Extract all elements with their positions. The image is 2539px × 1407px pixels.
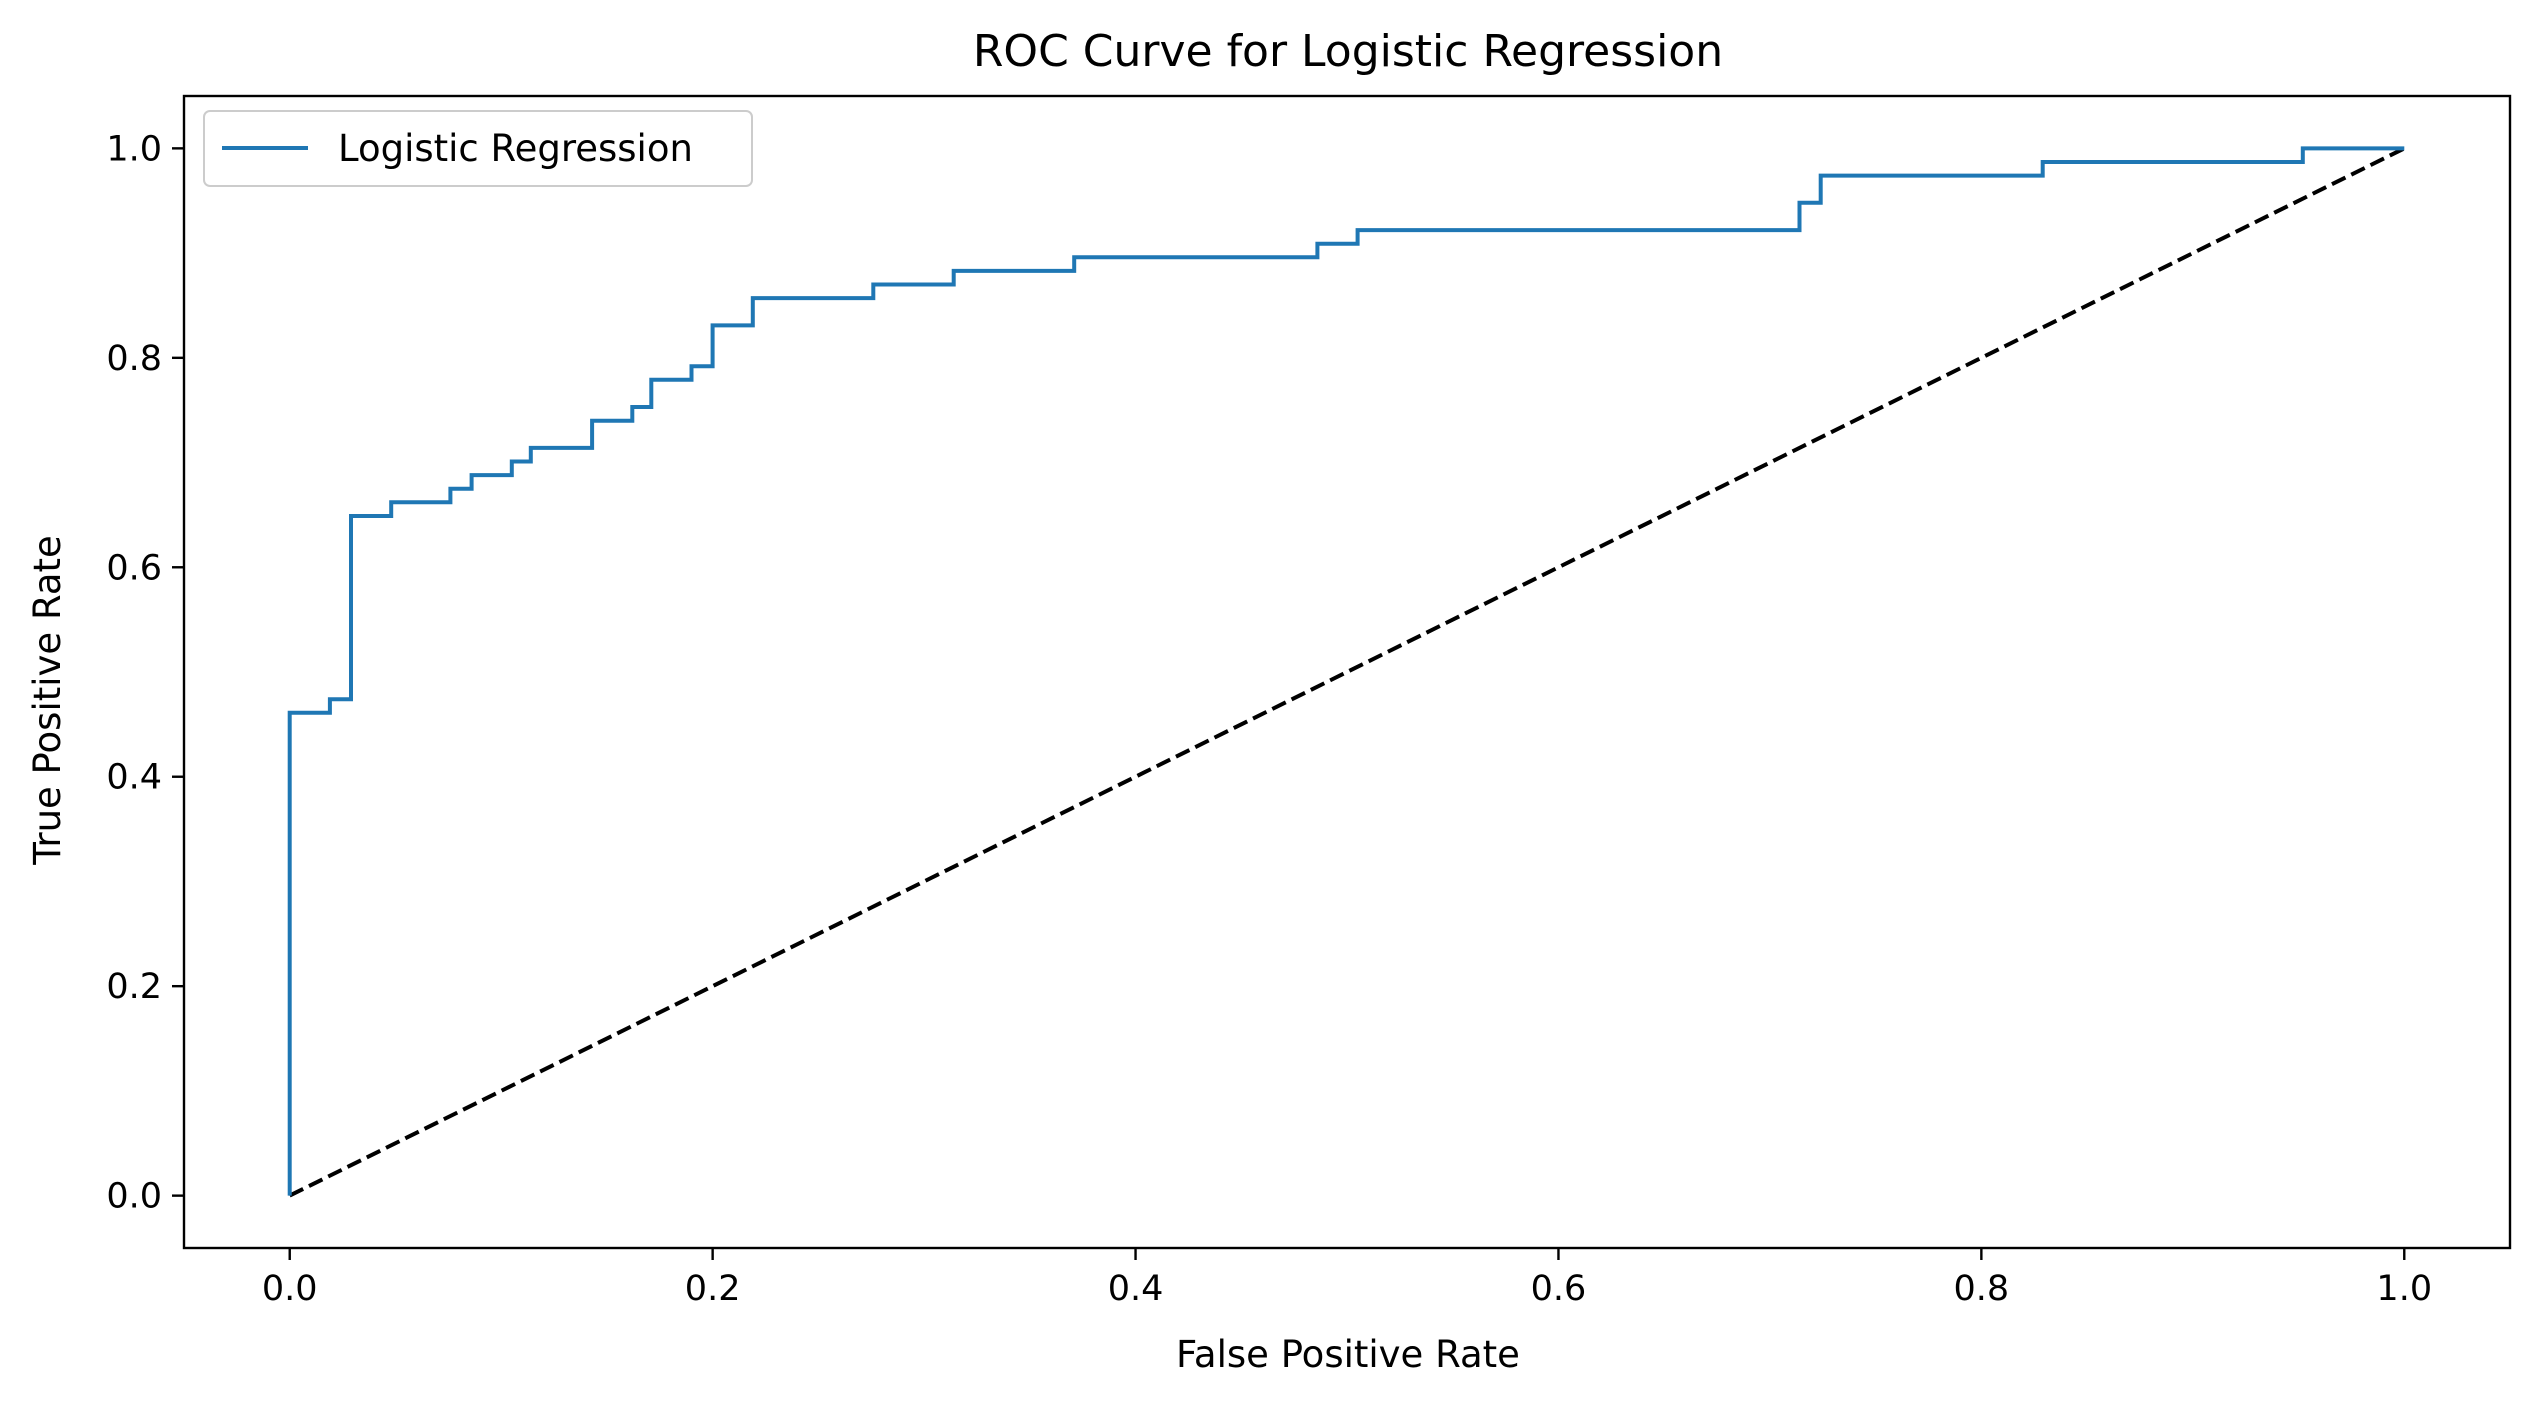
plot-area <box>182 94 2512 1250</box>
x-tick-label: 0.8 <box>1954 1269 2010 1309</box>
legend-label-logistic-regression: Logistic Regression <box>338 127 693 170</box>
chart-title: ROC Curve for Logistic Regression <box>973 26 1723 77</box>
x-tick-label: 1.0 <box>2376 1269 2432 1309</box>
x-tick-label: 0.4 <box>1108 1269 1164 1309</box>
legend: Logistic Regression <box>203 110 753 187</box>
y-tick-label: 1.0 <box>106 129 162 169</box>
x-axis: 0.0 0.2 0.4 0.6 0.8 1.0 <box>262 1248 2432 1309</box>
x-axis-label: False Positive Rate <box>1176 1333 1520 1376</box>
x-tick-label: 0.0 <box>262 1269 318 1309</box>
y-axis: 0.0 0.2 0.4 0.6 0.8 1.0 <box>106 129 184 1217</box>
legend-box <box>203 110 753 187</box>
x-tick-label: 0.6 <box>1531 1269 1587 1309</box>
chance-diagonal-line <box>288 146 2406 1198</box>
roc-curve-line <box>287 146 2405 1196</box>
x-tick-label: 0.2 <box>685 1269 741 1309</box>
y-tick-label: 0.2 <box>106 967 162 1007</box>
plot-frame <box>182 94 2512 1250</box>
y-tick-label: 0.8 <box>106 339 162 379</box>
y-tick-label: 0.6 <box>106 548 162 588</box>
series-layer <box>287 146 2406 1198</box>
y-tick-label: 0.0 <box>106 1177 162 1217</box>
y-tick-label: 0.4 <box>106 758 162 798</box>
y-axis-label: True Positive Rate <box>26 535 69 866</box>
